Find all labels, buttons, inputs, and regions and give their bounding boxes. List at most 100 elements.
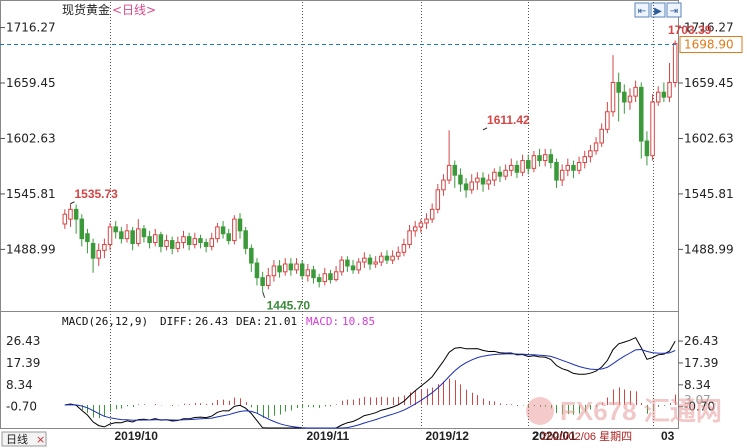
- candle: [181, 230, 186, 249]
- candle: [373, 256, 378, 268]
- candle-body: [390, 255, 395, 261]
- candle-body: [260, 277, 265, 286]
- candle: [209, 232, 215, 251]
- candle: [345, 256, 350, 272]
- candle: [124, 223, 130, 243]
- candle: [339, 256, 344, 276]
- candle: [622, 84, 627, 114]
- candle-body: [424, 218, 429, 224]
- x-tick-label: 2019/11: [307, 429, 350, 443]
- candle-body: [588, 150, 593, 158]
- candle-body: [130, 230, 135, 245]
- candle: [525, 154, 531, 175]
- candle-body: [525, 160, 531, 169]
- candle-body: [667, 81, 672, 98]
- candle-body: [249, 247, 254, 264]
- candle: [650, 94, 655, 161]
- candle: [588, 144, 593, 163]
- candle-body: [107, 226, 113, 245]
- candle-body: [650, 101, 655, 157]
- candle: [288, 258, 294, 276]
- candle: [90, 238, 96, 273]
- candle-body: [277, 265, 282, 273]
- macd-dea-label: DEA:: [236, 315, 263, 328]
- macd-dea-line: [64, 348, 676, 429]
- candle: [299, 260, 305, 280]
- candle: [582, 150, 588, 169]
- candle: [169, 236, 175, 255]
- candle: [198, 234, 203, 249]
- candle: [350, 260, 356, 274]
- candle: [576, 156, 582, 175]
- candle-body: [119, 231, 124, 240]
- candle-body: [198, 238, 203, 244]
- candle-body: [232, 218, 237, 242]
- candle: [537, 148, 542, 167]
- candle: [571, 160, 576, 179]
- candle: [514, 160, 520, 179]
- candle-body: [616, 81, 621, 93]
- candle-body: [497, 171, 503, 177]
- candle-body: [571, 164, 576, 171]
- candle: [412, 221, 418, 237]
- candle: [232, 215, 237, 245]
- candle: [152, 228, 158, 247]
- macd-y-tick-label: 17.39: [684, 356, 718, 370]
- candle: [203, 238, 209, 253]
- candle-body: [226, 233, 231, 242]
- candle-body: [367, 257, 373, 265]
- nav-first-button[interactable]: ⇤: [634, 2, 650, 18]
- close-icon[interactable]: ×: [36, 433, 45, 446]
- candle-body: [475, 177, 480, 183]
- macd-y-tick-label: 8.34: [684, 378, 711, 392]
- macd-y-tick-label-left: 26.43: [6, 334, 40, 348]
- candle-body: [124, 230, 130, 240]
- y-tick-label-left: 1659.45: [6, 76, 56, 90]
- macd-y-tick-label: 26.43: [684, 334, 718, 348]
- y-tick-label-left: 1602.63: [6, 131, 56, 145]
- candle-body: [503, 169, 508, 177]
- nav-first-icon: ⇤: [638, 6, 646, 17]
- candle: [418, 219, 424, 233]
- candle-body: [158, 234, 164, 247]
- candle-body: [655, 91, 661, 103]
- bottom-period-tab[interactable]: 日线 ×: [1, 431, 47, 447]
- nav-last-button[interactable]: ⇥: [666, 2, 682, 18]
- candle: [316, 273, 322, 288]
- candle-body: [311, 269, 316, 279]
- annotation-leader: [482, 127, 488, 131]
- candle: [475, 172, 480, 190]
- candle-body: [610, 81, 616, 113]
- y-tick-label: 1716.27: [684, 21, 734, 35]
- candle: [639, 82, 644, 159]
- period-label[interactable]: <日线>: [112, 3, 156, 17]
- candle-body: [593, 142, 599, 152]
- candle: [226, 228, 231, 245]
- candle-body: [452, 164, 458, 176]
- nav-play-button[interactable]: ▶: [650, 2, 666, 18]
- candle-body: [237, 218, 243, 232]
- candle: [531, 150, 537, 173]
- instrument-title: 现货黄金: [62, 2, 110, 17]
- y-tick-label: 1545.81: [684, 187, 734, 201]
- candle: [356, 258, 361, 274]
- y-tick-label-left: 1545.81: [6, 187, 56, 201]
- bottom-period-label: 日线: [6, 432, 28, 446]
- date-prefix: 2: [532, 429, 539, 443]
- candle: [305, 264, 311, 282]
- candle: [492, 168, 497, 186]
- candle-body: [345, 259, 350, 267]
- candle: [164, 234, 169, 251]
- candle-body: [582, 156, 588, 163]
- candle: [627, 88, 633, 110]
- x-tick-label: 2019/12: [426, 429, 470, 443]
- candle-body: [379, 255, 384, 263]
- candle: [158, 231, 164, 253]
- y-tick-label-left: 1488.99: [6, 242, 56, 256]
- y-tick-label: 1659.45: [684, 76, 734, 90]
- macd-hist-label: MACD:: [306, 315, 339, 328]
- candle: [559, 164, 565, 186]
- candle-body: [339, 259, 344, 273]
- watermark-brand: FX678 汇通网: [560, 396, 722, 426]
- macd-y-tick-label-left: 8.34: [6, 378, 33, 392]
